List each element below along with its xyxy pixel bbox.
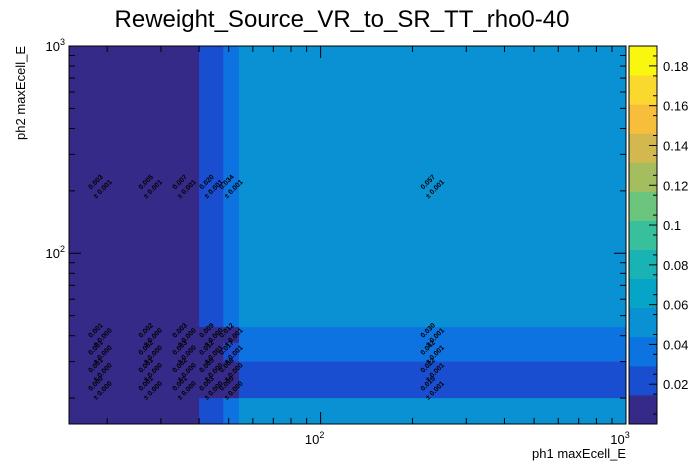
x-axis-title: ph1 maxEcell_E (532, 446, 626, 461)
heatmap-cell (131, 46, 170, 328)
y-axis-title: ph2 maxEcell_E (13, 46, 28, 140)
palette-band (629, 162, 657, 192)
palette-tick-label: 0.06 (663, 298, 688, 313)
heatmap-cell (131, 378, 170, 399)
heatmap-cell (238, 327, 627, 344)
cell-error-label: ± 0.002 (0, 0, 12, 2)
plot-frame (68, 45, 627, 425)
axis-ticks: 102 103 102 103 (46, 37, 630, 447)
chart-title: Reweight_Source_VR_to_SR_TT_rho0-40 (115, 6, 570, 33)
palette-band (629, 191, 657, 221)
cell-value-label: 0.189 (0, 0, 9, 2)
heatmap-cell (238, 46, 627, 328)
heatmap-cell (199, 46, 224, 328)
palette-band (629, 75, 657, 105)
heatmap-cell (69, 398, 132, 425)
heatmap-cell (238, 398, 627, 425)
palette-tick-label: 0.16 (663, 99, 688, 114)
heatmap-cell (223, 342, 240, 363)
cell-error-label: ± 0.002 (0, 0, 12, 2)
heatmap-cell (69, 46, 132, 328)
palette-tick-label: 0.12 (663, 178, 688, 193)
heatmap-cell (69, 327, 132, 344)
heatmap-cell (131, 342, 170, 363)
cell-error-label: ± 0.001 (0, 0, 12, 2)
heatmap-cell (169, 378, 200, 399)
heatmap-cells (69, 46, 627, 425)
palette-tick-label: 0.04 (663, 337, 688, 352)
palette-band (629, 394, 657, 425)
heatmap-cell (223, 398, 240, 425)
heatmap-cell (199, 361, 224, 379)
palette-tick-label: 0.18 (663, 59, 688, 74)
cell-value-label: 0.083 (0, 0, 9, 2)
cell-error-label: ± 0.001 (0, 0, 12, 2)
heatmap-cell (169, 398, 200, 425)
heatmap-cell (69, 361, 132, 379)
heatmap-cell (238, 342, 627, 363)
y-tick-label: 102 (46, 244, 65, 261)
heatmap-cell (199, 398, 224, 425)
heatmap-cell (223, 361, 240, 379)
palette-band (629, 104, 657, 134)
cell-value-label: 0.077 (0, 0, 9, 2)
x-tick-label: 102 (305, 430, 324, 447)
palette-band (629, 133, 657, 163)
palette-tick-label: 0.14 (663, 138, 688, 153)
heatmap-cell (199, 327, 224, 344)
heatmap-cell (238, 378, 627, 399)
cell-error-label: ± 0.001 (0, 0, 12, 2)
heatmap-cell (69, 342, 132, 363)
heatmap-cell (69, 378, 132, 399)
heatmap-cell (169, 361, 200, 379)
heatmap-cell (199, 342, 224, 363)
heatmap-cell (223, 46, 240, 328)
palette-band (629, 307, 657, 338)
heatmap-cell (169, 46, 200, 328)
heatmap-cell (169, 327, 200, 344)
palette-band (629, 336, 657, 367)
heatmap-cell (169, 342, 200, 363)
palette-tick-label: 0.1 (663, 218, 681, 233)
palette-band (629, 365, 657, 396)
heatmap-cell (199, 378, 224, 399)
x-tick-label: 103 (610, 430, 629, 447)
color-palette: 0.02 0.04 0.06 0.08 0.1 0.12 0.14 0.16 0.18 (628, 45, 688, 425)
heatmap-cell (131, 327, 170, 344)
palette-band (629, 249, 657, 280)
palette-band (629, 278, 657, 309)
cell-value-label: 0.150 (0, 0, 9, 2)
cell-value-label: 0.089 (0, 0, 9, 2)
y-tick-label: 103 (46, 37, 65, 54)
palette-tick-label: 0.02 (663, 377, 688, 392)
heatmap-cell (238, 361, 627, 379)
palette-tick-label: 0.08 (663, 258, 688, 273)
heatmap-cell (131, 398, 170, 425)
heatmap-cell (223, 378, 240, 399)
heatmap-cell (131, 361, 170, 379)
palette-band (629, 46, 657, 76)
heatmap-cell (223, 327, 240, 344)
